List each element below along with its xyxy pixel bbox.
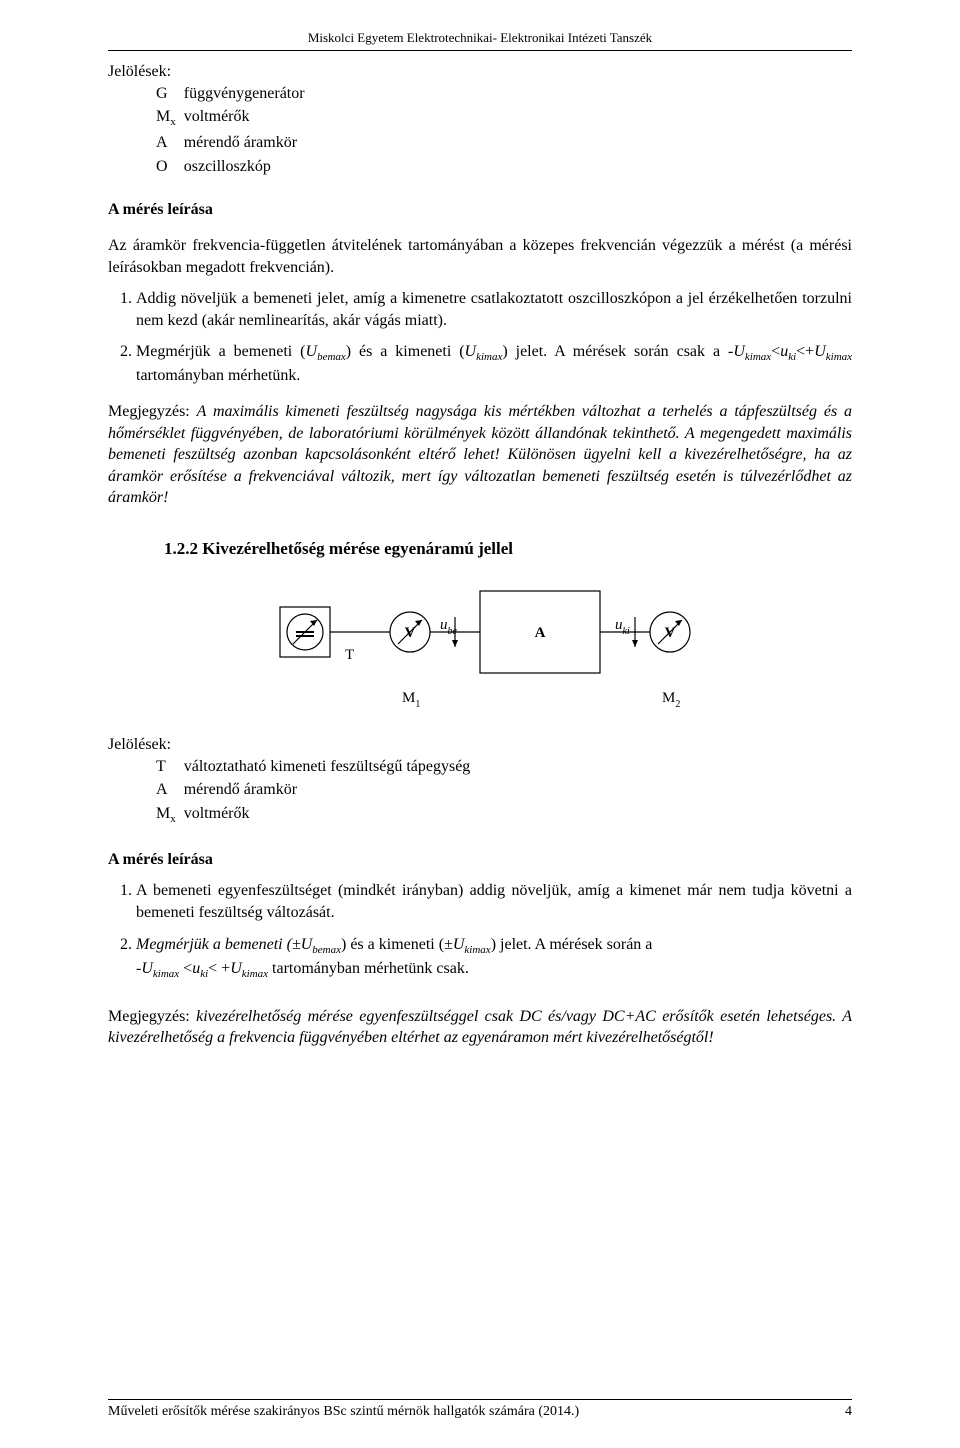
desc: mérendő áramkör bbox=[180, 132, 309, 156]
sym: Mx bbox=[152, 106, 180, 132]
table-row: Ooszcilloszkóp bbox=[152, 156, 309, 180]
svg-text:uki: uki bbox=[615, 617, 630, 637]
sym: A bbox=[152, 779, 180, 803]
circuit-diagram: V V A T ube uki M1 M2 bbox=[108, 577, 852, 722]
notations-title: Jelölések: bbox=[108, 734, 852, 756]
page-footer: Műveleti erősítők mérése szakirányos BSc… bbox=[108, 1399, 852, 1420]
desc: oszcilloszkóp bbox=[180, 156, 309, 180]
sym: A bbox=[152, 132, 180, 156]
measurement-title-2: A mérés leírása bbox=[108, 849, 852, 871]
list-item: A bemeneti egyenfeszültséget (mindkét ir… bbox=[136, 880, 852, 923]
voltmeter-v2-label: V bbox=[665, 625, 676, 641]
table-row: Gfüggvénygenerátor bbox=[152, 83, 309, 107]
block-a-label: A bbox=[535, 625, 546, 641]
page-header: Miskolci Egyetem Elektrotechnikai- Elekt… bbox=[108, 30, 852, 46]
svg-text:M2: M2 bbox=[662, 690, 680, 710]
measurement-title-1: A mérés leírása bbox=[108, 199, 852, 221]
intro-paragraph: Az áramkör frekvencia-független átvitelé… bbox=[108, 235, 852, 278]
table-row: Mxvoltmérők bbox=[152, 106, 309, 132]
notations-1-table: Gfüggvénygenerátor Mxvoltmérők Amérendő … bbox=[152, 83, 309, 180]
desc: voltmérők bbox=[180, 803, 475, 829]
table-row: Amérendő áramkör bbox=[152, 132, 309, 156]
voltmeter-v1-label: V bbox=[405, 625, 416, 641]
notations-2-table: Tváltoztatható kimeneti feszültségű tápe… bbox=[152, 756, 474, 829]
t-label: T bbox=[345, 647, 354, 663]
sym: Mx bbox=[152, 803, 180, 829]
section-heading-1-2-2: 1.2.2 Kivezérelhetőség mérése egyenáramú… bbox=[164, 539, 852, 559]
procedure-list-1: Addig növeljük a bemeneti jelet, amíg a … bbox=[108, 288, 852, 387]
footer-page-number: 4 bbox=[845, 1404, 852, 1420]
sym: O bbox=[152, 156, 180, 180]
notations-title: Jelölések: bbox=[108, 61, 852, 83]
procedure-list-2: A bemeneti egyenfeszültséget (mindkét ir… bbox=[108, 880, 852, 981]
desc: mérendő áramkör bbox=[180, 779, 475, 803]
list-item: Addig növeljük a bemeneti jelet, amíg a … bbox=[136, 288, 852, 331]
notations-1: Jelölések: Gfüggvénygenerátor Mxvoltmérő… bbox=[108, 61, 852, 179]
desc: függvénygenerátor bbox=[180, 83, 309, 107]
table-row: Tváltoztatható kimeneti feszültségű tápe… bbox=[152, 756, 474, 780]
header-rule bbox=[108, 50, 852, 51]
list-item: Megmérjük a bemeneti (±Ubemax) és a kime… bbox=[136, 934, 852, 982]
table-row: Amérendő áramkör bbox=[152, 779, 474, 803]
sym: G bbox=[152, 83, 180, 107]
note-2: Megjegyzés: kivezérelhetőség mérése egye… bbox=[108, 1006, 852, 1049]
footer-left: Műveleti erősítők mérése szakirányos BSc… bbox=[108, 1404, 579, 1420]
desc: változtatható kimeneti feszültségű tápeg… bbox=[180, 756, 475, 780]
svg-text:M1: M1 bbox=[402, 690, 420, 710]
note-1: Megjegyzés: A maximális kimeneti feszült… bbox=[108, 401, 852, 509]
sym: T bbox=[152, 756, 180, 780]
table-row: Mxvoltmérők bbox=[152, 803, 474, 829]
notations-2: Jelölések: Tváltoztatható kimeneti feszü… bbox=[108, 734, 852, 829]
list-item: Megmérjük a bemeneti (Ubemax) és a kimen… bbox=[136, 341, 852, 387]
desc: voltmérők bbox=[180, 106, 309, 132]
